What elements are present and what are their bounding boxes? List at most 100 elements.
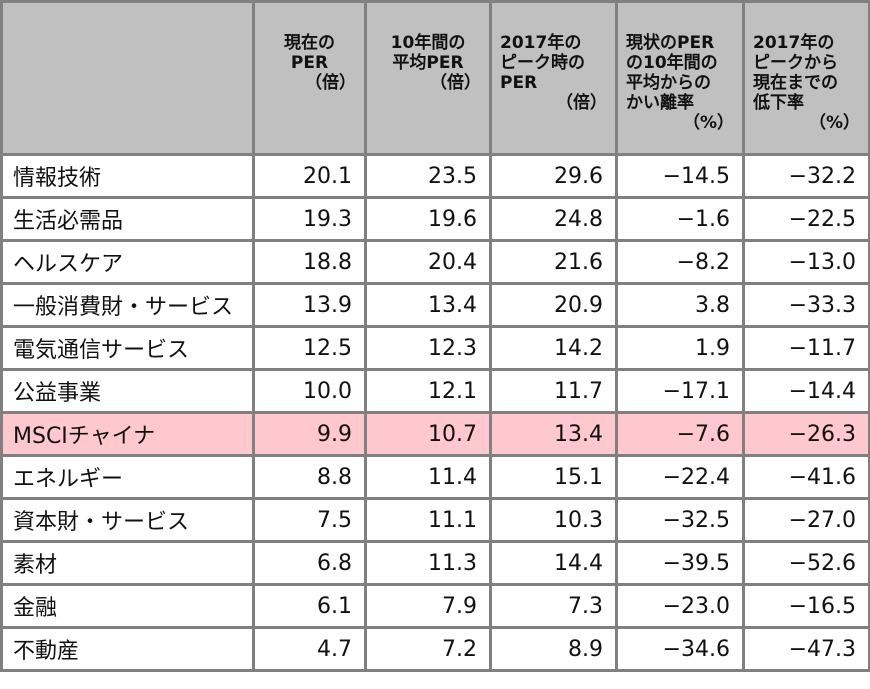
table-row: 一般消費財・サービス 13.9 13.4 20.9 3.8 −33.3 bbox=[0, 282, 870, 328]
table-row: MSCIチャイナ 9.9 10.7 13.4 −7.6 −26.3 bbox=[0, 411, 870, 457]
decline-pct-cell: −13.0 bbox=[742, 239, 870, 285]
sector-label: エネルギー bbox=[0, 454, 255, 500]
current-per-cell: 8.8 bbox=[252, 454, 367, 500]
table-row: 公益事業 10.0 12.1 11.7 −17.1 −14.4 bbox=[0, 368, 870, 414]
header-unit: （倍） bbox=[556, 93, 607, 113]
table-row: 不動産 4.7 7.2 8.9 −34.6 −47.3 bbox=[0, 626, 870, 672]
deviation-pct-cell: −7.6 bbox=[615, 411, 745, 457]
current-per-cell: 13.9 bbox=[252, 282, 367, 328]
decline-pct-cell: −32.2 bbox=[742, 153, 870, 199]
header-row: 現在の PER （倍） 10年間の 平均PER （倍） 2017年の ピーク時の… bbox=[0, 0, 870, 156]
avg10-per-cell: 7.9 bbox=[364, 583, 492, 629]
current-per-cell: 19.3 bbox=[252, 196, 367, 242]
peak2017-per-cell: 13.4 bbox=[489, 411, 618, 457]
decline-pct-cell: −33.3 bbox=[742, 282, 870, 328]
sector-label: 生活必需品 bbox=[0, 196, 255, 242]
sector-label: 公益事業 bbox=[0, 368, 255, 414]
peak2017-per-cell: 14.2 bbox=[489, 325, 618, 371]
deviation-pct-cell: 1.9 bbox=[615, 325, 745, 371]
decline-pct-cell: −16.5 bbox=[742, 583, 870, 629]
deviation-pct-cell: −23.0 bbox=[615, 583, 745, 629]
peak2017-per-cell: 11.7 bbox=[489, 368, 618, 414]
sector-label: 一般消費財・サービス bbox=[0, 282, 255, 328]
avg10-per-cell: 10.7 bbox=[364, 411, 492, 457]
table-row: 資本財・サービス 7.5 11.1 10.3 −32.5 −27.0 bbox=[0, 497, 870, 543]
deviation-pct-cell: −22.4 bbox=[615, 454, 745, 500]
decline-pct-cell: −52.6 bbox=[742, 540, 870, 586]
peak2017-per-cell: 15.1 bbox=[489, 454, 618, 500]
header-sector bbox=[0, 0, 255, 156]
current-per-cell: 6.8 bbox=[252, 540, 367, 586]
current-per-cell: 18.8 bbox=[252, 239, 367, 285]
header-current-per: 現在の PER （倍） bbox=[252, 0, 367, 156]
header-unit: （%） bbox=[682, 113, 734, 133]
avg10-per-cell: 7.2 bbox=[364, 626, 492, 672]
avg10-per-cell: 19.6 bbox=[364, 196, 492, 242]
header-unit: （倍） bbox=[305, 73, 356, 93]
avg10-per-cell: 23.5 bbox=[364, 153, 492, 199]
header-deviation-pct: 現状のPER の10年間の 平均からの かい離率 （%） bbox=[615, 0, 745, 156]
deviation-pct-cell: −32.5 bbox=[615, 497, 745, 543]
deviation-pct-cell: −8.2 bbox=[615, 239, 745, 285]
table-row: 金融 6.1 7.9 7.3 −23.0 −16.5 bbox=[0, 583, 870, 629]
peak2017-per-cell: 7.3 bbox=[489, 583, 618, 629]
header-title: 現状のPER の10年間の 平均からの かい離率 bbox=[626, 33, 718, 113]
avg10-per-cell: 11.4 bbox=[364, 454, 492, 500]
current-per-cell: 12.5 bbox=[252, 325, 367, 371]
avg10-per-cell: 12.1 bbox=[364, 368, 492, 414]
decline-pct-cell: −26.3 bbox=[742, 411, 870, 457]
peak2017-per-cell: 10.3 bbox=[489, 497, 618, 543]
decline-pct-cell: −11.7 bbox=[742, 325, 870, 371]
header-title: 2017年の ピークから 現在までの 低下率 bbox=[753, 33, 838, 113]
table-body: 情報技術 20.1 23.5 29.6 −14.5 −32.2 生活必需品 19.3 19.6 2… bbox=[0, 153, 870, 672]
deviation-pct-cell: −14.5 bbox=[615, 153, 745, 199]
sector-label: 電気通信サービス bbox=[0, 325, 255, 371]
table-row: 素材 6.8 11.3 14.4 −39.5 −52.6 bbox=[0, 540, 870, 586]
sector-label: 金融 bbox=[0, 583, 255, 629]
peak2017-per-cell: 14.4 bbox=[489, 540, 618, 586]
table-row: ヘルスケア 18.8 20.4 21.6 −8.2 −13.0 bbox=[0, 239, 870, 285]
avg10-per-cell: 11.1 bbox=[364, 497, 492, 543]
header-unit: （倍） bbox=[430, 73, 481, 93]
sector-label: 情報技術 bbox=[0, 153, 255, 199]
current-per-cell: 6.1 bbox=[252, 583, 367, 629]
header-title: 現在の PER bbox=[284, 33, 335, 73]
decline-pct-cell: −22.5 bbox=[742, 196, 870, 242]
current-per-cell: 20.1 bbox=[252, 153, 367, 199]
deviation-pct-cell: −34.6 bbox=[615, 626, 745, 672]
sector-label: ヘルスケア bbox=[0, 239, 255, 285]
avg10-per-cell: 13.4 bbox=[364, 282, 492, 328]
avg10-per-cell: 12.3 bbox=[364, 325, 492, 371]
avg10-per-cell: 11.3 bbox=[364, 540, 492, 586]
per-comparison-table: 現在の PER （倍） 10年間の 平均PER （倍） 2017年の ピーク時の… bbox=[0, 0, 870, 672]
current-per-cell: 10.0 bbox=[252, 368, 367, 414]
sector-label: 不動産 bbox=[0, 626, 255, 672]
deviation-pct-cell: −1.6 bbox=[615, 196, 745, 242]
sector-label: MSCIチャイナ bbox=[0, 411, 255, 457]
peak2017-per-cell: 21.6 bbox=[489, 239, 618, 285]
decline-pct-cell: −41.6 bbox=[742, 454, 870, 500]
header-avg10-per: 10年間の 平均PER （倍） bbox=[364, 0, 492, 156]
header-title: 10年間の 平均PER bbox=[390, 33, 466, 73]
deviation-pct-cell: −39.5 bbox=[615, 540, 745, 586]
deviation-pct-cell: −17.1 bbox=[615, 368, 745, 414]
current-per-cell: 7.5 bbox=[252, 497, 367, 543]
table-row: 情報技術 20.1 23.5 29.6 −14.5 −32.2 bbox=[0, 153, 870, 199]
peak2017-per-cell: 8.9 bbox=[489, 626, 618, 672]
table-row: エネルギー 8.8 11.4 15.1 −22.4 −41.6 bbox=[0, 454, 870, 500]
peak2017-per-cell: 24.8 bbox=[489, 196, 618, 242]
table-row: 生活必需品 19.3 19.6 24.8 −1.6 −22.5 bbox=[0, 196, 870, 242]
decline-pct-cell: −27.0 bbox=[742, 497, 870, 543]
sector-label: 資本財・サービス bbox=[0, 497, 255, 543]
avg10-per-cell: 20.4 bbox=[364, 239, 492, 285]
table-header: 現在の PER （倍） 10年間の 平均PER （倍） 2017年の ピーク時の… bbox=[0, 0, 870, 156]
sector-label: 素材 bbox=[0, 540, 255, 586]
peak2017-per-cell: 29.6 bbox=[489, 153, 618, 199]
header-unit: （%） bbox=[808, 113, 860, 133]
table-row: 電気通信サービス 12.5 12.3 14.2 1.9 −11.7 bbox=[0, 325, 870, 371]
decline-pct-cell: −47.3 bbox=[742, 626, 870, 672]
decline-pct-cell: −14.4 bbox=[742, 368, 870, 414]
peak2017-per-cell: 20.9 bbox=[489, 282, 618, 328]
header-title: 2017年の ピーク時の PER bbox=[500, 33, 585, 93]
current-per-cell: 4.7 bbox=[252, 626, 367, 672]
